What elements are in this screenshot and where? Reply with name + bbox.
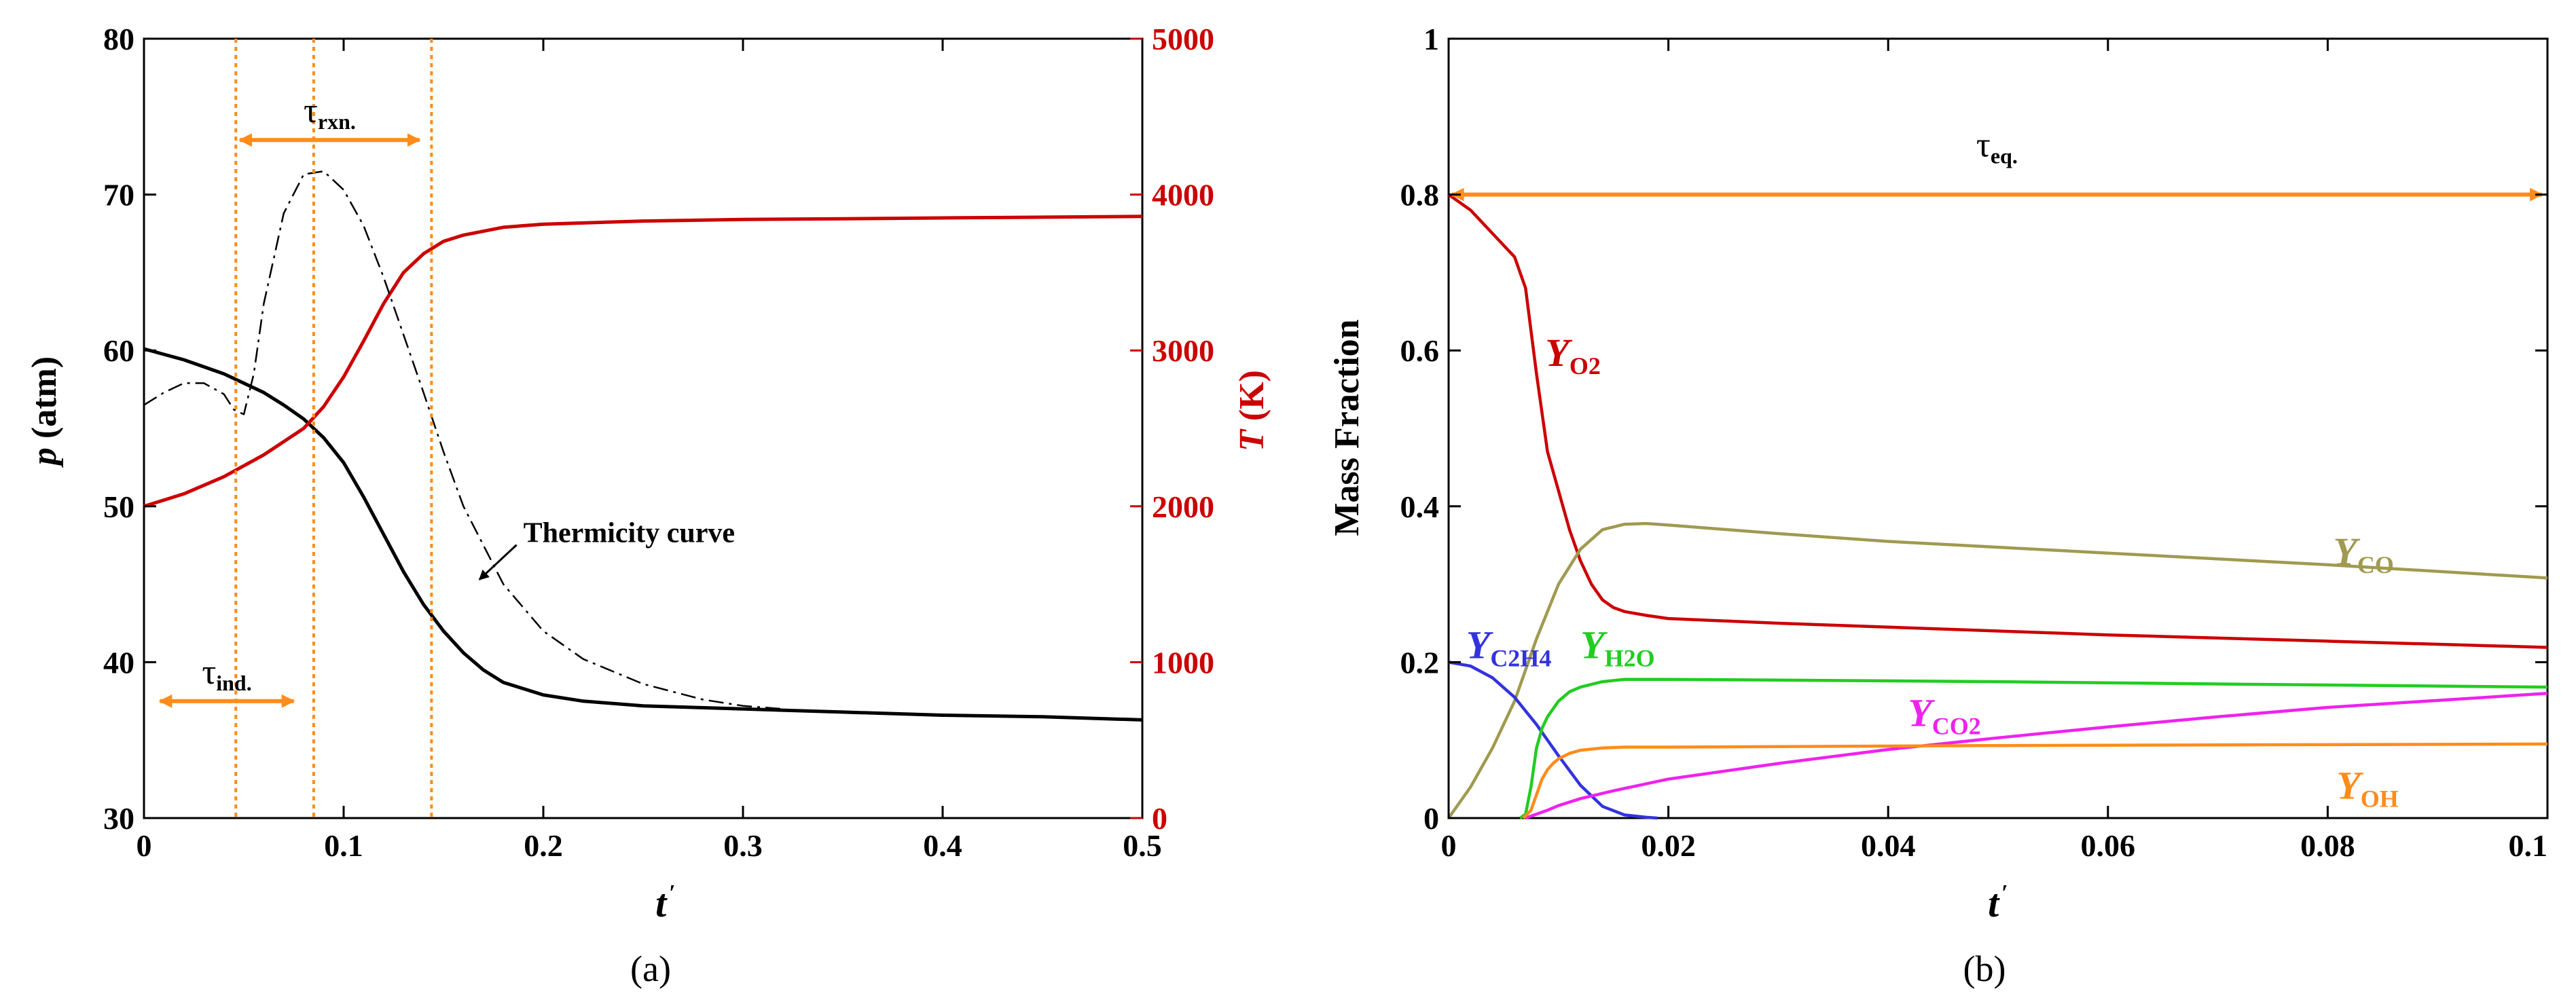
y-tick-label: 0.4: [1400, 489, 1440, 524]
series-line-temperature-t: [143, 215, 1143, 508]
y-tick-label-right: 4000: [1152, 178, 1214, 212]
y-tick-label: 0: [1423, 801, 1439, 836]
y-tick-label-right: 3000: [1152, 333, 1214, 368]
x-tick-label: 0.04: [1861, 828, 1916, 863]
series-line-y-h2o: [1519, 678, 2548, 819]
y-tick-label: 0.8: [1400, 178, 1440, 212]
panel-b-markers: τeq.: [1450, 126, 2543, 202]
y-tick-label-left: 60: [103, 333, 134, 368]
series-label-y-co: YCO: [2333, 530, 2393, 578]
x-tick-label: 0.08: [2300, 828, 2355, 863]
y-tick-label-left: 50: [103, 489, 134, 524]
x-tick-label: 0.5: [1123, 828, 1162, 863]
x-tick-label: 0.1: [2509, 828, 2548, 863]
series-line-y-o2: [1447, 193, 2548, 649]
y-tick-label: 0.6: [1400, 333, 1440, 368]
series-label-y-oh: YOH: [2336, 763, 2398, 812]
panel-a-ticks: 0 0.1 0.2 0.3 0.4 0.5 30 40 50 60 70 80 0 1000 2000 300…: [103, 22, 1214, 863]
thermicity-annotation-arrow: [478, 544, 518, 580]
y-tick-label-left: 40: [103, 645, 134, 680]
x-tick-label: 0.1: [324, 828, 363, 863]
panel-a-x-axis-label: t ′: [655, 881, 676, 925]
series-line-y-co2: [1525, 692, 2548, 820]
y-tick-label: 0.2: [1400, 645, 1440, 680]
series-line-y-co: [1447, 521, 2548, 819]
x-tick-label: 0.02: [1641, 828, 1696, 863]
y-tick-label-left: 30: [103, 801, 134, 836]
panel-b-frame: [1447, 37, 2549, 819]
x-tick-label: 0: [137, 828, 152, 863]
tau-ind-label: τind.: [202, 653, 251, 695]
series-label-y-o2: YO2: [1545, 331, 1600, 379]
series-label-y-co2: YCO2: [1908, 691, 1980, 740]
y-tick-label: 1: [1423, 22, 1439, 56]
panel-b-label: (b): [1963, 948, 2006, 989]
thermicity-annotation: Thermicity curve: [524, 518, 735, 549]
series-line-thermicity-curve: [143, 170, 783, 710]
panel-b: τeq. 0 0.02 0.04 0.06 0.08 0.100.20.40.60.81 …: [1328, 22, 2549, 989]
panel-a-series: [143, 170, 1143, 722]
panel-b-y-axis-label: Mass Fraction: [1328, 319, 1366, 536]
panel-a-plot: [143, 37, 1144, 819]
panel-a-right-axis-label: T (K): [1233, 370, 1271, 451]
panel-b-x-axis-label: t ′: [1988, 881, 2008, 925]
panel-a-markers: τind. τrxn. Thermicity curve: [158, 39, 735, 818]
y-tick-label-right: 5000: [1152, 22, 1214, 56]
y-tick-label-left: 80: [103, 22, 134, 56]
y-tick-label-right: 1000: [1152, 645, 1214, 680]
y-tick-label-left: 70: [103, 178, 134, 212]
panel-a-left-axis-label: p (atm): [25, 356, 64, 468]
series-line-pressure-p: [143, 347, 1143, 722]
y-tick-label-right: 0: [1152, 801, 1167, 836]
tau-eq-label: τeq.: [1976, 126, 2018, 168]
x-tick-label: 0.3: [723, 828, 763, 863]
x-tick-label: 0.2: [524, 828, 563, 863]
panel-a-label: (a): [630, 948, 671, 989]
panel-a-frame: [143, 37, 1144, 819]
x-tick-label: 0: [1441, 828, 1457, 863]
y-tick-label-right: 2000: [1152, 489, 1214, 524]
panel-b-ticks: 0 0.02 0.04 0.06 0.08 0.1 0 0.2 0.4 0.6 0.8 1: [1400, 22, 2549, 863]
x-tick-label: 0.4: [923, 828, 962, 863]
series-line-y-oh: [1522, 742, 2548, 819]
panel-b-plot: [1447, 37, 2549, 819]
series-line-y-c2h4: [1448, 661, 1658, 820]
tau-rxn-label: τrxn.: [304, 92, 356, 134]
x-tick-label: 0.06: [2081, 828, 2136, 863]
panel-a: τind. τrxn. Thermicity curve 0 0.1 0.2 0.3 0.4…: [25, 22, 1271, 989]
series-label-y-h2o: YH2O: [1580, 623, 1654, 672]
panel-b-series: [1447, 193, 2548, 820]
